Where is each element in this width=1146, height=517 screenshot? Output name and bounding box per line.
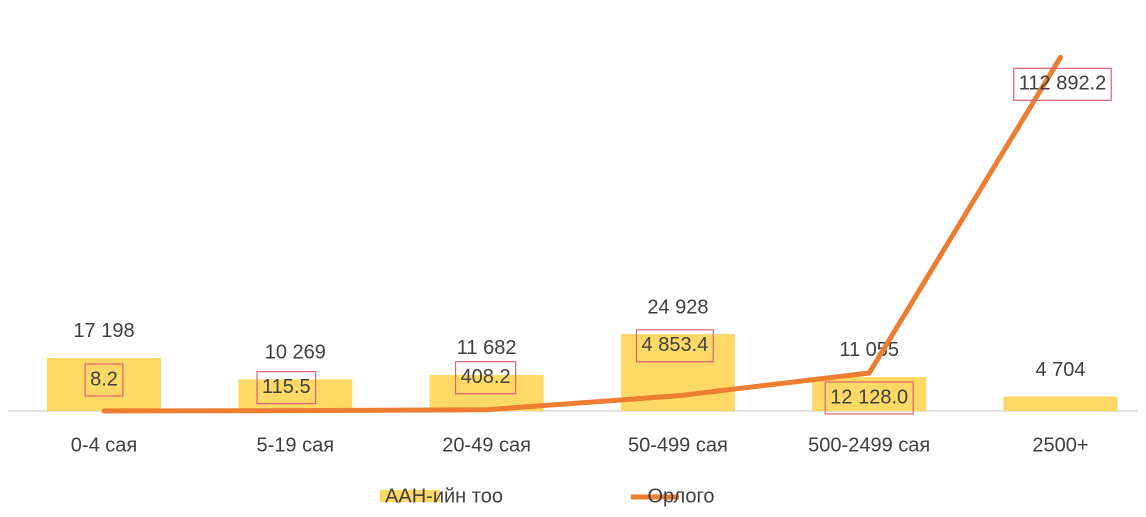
label-box [256, 371, 317, 405]
x-tick-label: 2500+ [1032, 434, 1088, 456]
label-box [635, 329, 714, 363]
bar-label: 11 682 [457, 337, 517, 359]
line-label: 8.2 [90, 368, 118, 390]
bar [1003, 396, 1118, 411]
bar-label: 17 198 [73, 320, 134, 342]
x-tick-label: 0-4 сая [71, 434, 137, 456]
x-tick-label: 50-499 сая [628, 434, 728, 456]
label-box [454, 361, 517, 395]
bar-label: 24 928 [647, 296, 708, 318]
label-box [824, 381, 914, 415]
line-label: 115.5 [262, 376, 311, 398]
bar-label: 10 269 [265, 342, 326, 364]
line-label: 12 128.0 [830, 386, 908, 408]
bar [47, 357, 161, 411]
legend-label: ААН-ийн тоо [385, 485, 503, 507]
line-label: 408.2 [461, 366, 511, 388]
line-label: 4 853.4 [642, 334, 709, 356]
x-tick-label: 20-49 сая [442, 434, 531, 456]
bar-label: 4 704 [1035, 359, 1085, 381]
line [101, 54, 1063, 414]
line-label: 112 892.2 [1019, 73, 1107, 95]
x-tick-label: 500-2499 сая [808, 434, 930, 456]
x-tick-label: 5-19 сая [257, 434, 335, 456]
legend-label: Орлого [648, 485, 715, 507]
label-box [1013, 67, 1112, 101]
label-box [84, 363, 124, 397]
legend-swatch [380, 490, 440, 502]
